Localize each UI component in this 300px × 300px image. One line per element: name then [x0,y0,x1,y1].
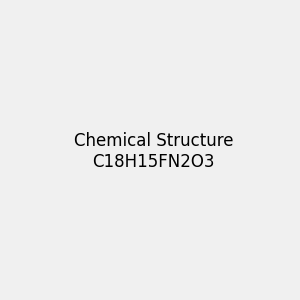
Text: Chemical Structure
C18H15FN2O3: Chemical Structure C18H15FN2O3 [74,132,233,171]
